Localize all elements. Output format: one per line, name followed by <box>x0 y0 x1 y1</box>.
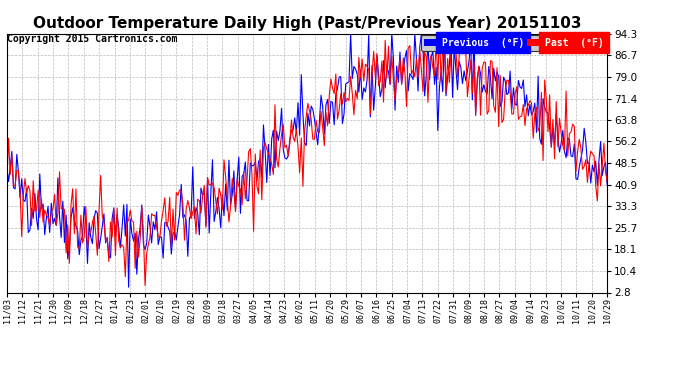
Title: Outdoor Temperature Daily High (Past/Previous Year) 20151103: Outdoor Temperature Daily High (Past/Pre… <box>33 16 581 31</box>
Legend: Previous  (°F), Past  (°F): Previous (°F), Past (°F) <box>422 35 607 51</box>
Text: Copyright 2015 Cartronics.com: Copyright 2015 Cartronics.com <box>7 34 177 44</box>
